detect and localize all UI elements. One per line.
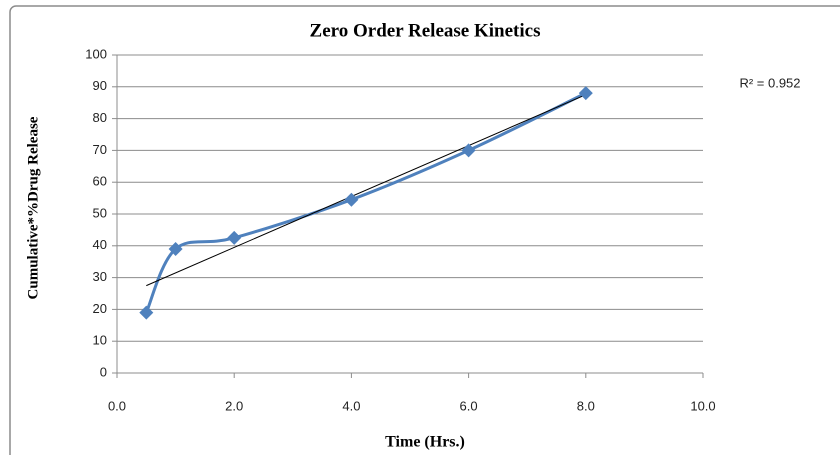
y-axis-label: Cumulative*%Drug Release	[25, 116, 41, 299]
x-tick-label: 8.0	[577, 398, 595, 413]
x-tick-label: 10.0	[690, 398, 715, 413]
trendline	[146, 94, 586, 287]
data-point	[461, 143, 476, 158]
y-tick-label: 40	[93, 237, 107, 252]
y-tick-label: 100	[85, 46, 107, 61]
data-point	[168, 241, 183, 256]
y-tick-label: 30	[93, 269, 107, 284]
chart-frame	[9, 5, 840, 460]
chart-title: Zero Order Release Kinetics	[310, 20, 541, 41]
y-tick-label: 50	[93, 205, 107, 220]
data-point	[344, 192, 359, 207]
x-tick-label: 2.0	[225, 398, 243, 413]
x-tick-label: 6.0	[460, 398, 478, 413]
r-squared-annotation: R² = 0.952	[739, 75, 800, 90]
y-tick-label: 10	[93, 333, 107, 348]
y-tick-label: 60	[93, 174, 107, 189]
x-tick-label: 0.0	[108, 398, 126, 413]
data-point	[227, 230, 242, 245]
data-point	[139, 305, 154, 320]
data-point	[578, 86, 593, 101]
y-tick-label: 0	[100, 364, 107, 379]
y-tick-label: 90	[93, 78, 107, 93]
y-tick-label: 80	[93, 110, 107, 125]
x-tick-label: 4.0	[342, 398, 360, 413]
y-tick-label: 70	[93, 142, 107, 157]
y-tick-label: 20	[93, 301, 107, 316]
x-axis-label: Time (Hrs.)	[385, 434, 465, 451]
